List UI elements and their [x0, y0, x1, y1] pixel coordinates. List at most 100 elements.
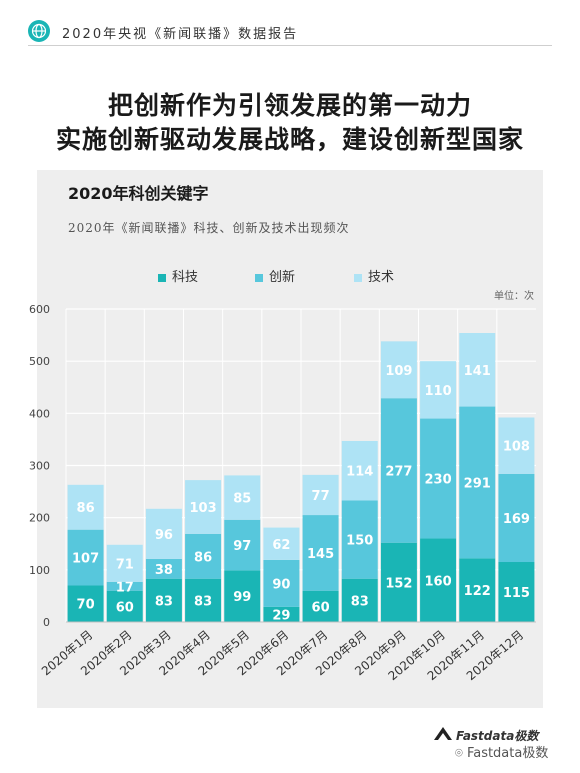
bar-segment	[459, 406, 496, 559]
bar-segment	[498, 417, 535, 474]
data-label: 122	[464, 584, 491, 599]
bar-segment	[498, 562, 535, 622]
bar-segment	[341, 440, 378, 501]
y-tick-label: 500	[29, 355, 50, 368]
bar-segment	[420, 361, 457, 419]
bar-segment	[224, 519, 261, 571]
bar-segment	[380, 341, 417, 399]
bar-segment	[106, 590, 143, 622]
data-label: 29	[272, 608, 290, 623]
y-tick-label: 600	[29, 303, 50, 316]
data-label: 160	[425, 574, 452, 589]
headline-line-1: 把创新作为引领发展的第一动力	[107, 91, 472, 120]
data-label: 70	[77, 598, 95, 613]
legend-label-keji: 科技	[172, 270, 199, 285]
legend-chuangxin: 创新	[255, 266, 295, 285]
data-label: 96	[155, 528, 173, 543]
header-title: 2020年央视《新闻联播》数据报告	[62, 27, 299, 42]
data-label: 85	[233, 492, 251, 507]
bar-segment	[302, 590, 339, 622]
bar-segment	[498, 473, 535, 563]
bar-segment	[380, 398, 417, 543]
bar-segment	[224, 570, 261, 622]
bar-segment	[341, 500, 378, 579]
bar-segment	[185, 480, 222, 534]
data-label: 60	[116, 600, 134, 615]
bar-segment	[302, 474, 339, 516]
data-label: 90	[272, 577, 290, 592]
data-label: 169	[503, 512, 530, 527]
y-tick-label: 300	[29, 460, 50, 473]
chart-title: 2020年科创关键字	[68, 184, 209, 203]
data-label: 83	[194, 594, 212, 609]
data-label: 97	[233, 539, 251, 554]
bar-segment	[420, 418, 457, 539]
bar-segment	[420, 538, 457, 622]
chart-subtitle: 2020年《新闻联播》科技、创新及技术出现频次	[68, 221, 350, 235]
legend-swatch-jishu	[354, 273, 362, 282]
data-label: 145	[307, 547, 334, 562]
data-label: 71	[116, 557, 134, 572]
bar-segment	[67, 529, 104, 586]
headline-line-2: 实施创新驱动发展战略，建设创新型国家	[55, 125, 524, 154]
data-label: 107	[72, 552, 99, 567]
bar-segment	[380, 542, 417, 622]
bar-segment	[341, 578, 378, 622]
bar-segment	[145, 578, 182, 622]
data-label: 291	[464, 476, 491, 491]
header-divider	[28, 45, 552, 46]
bar-segment	[459, 558, 496, 622]
footer-brand: Fastdata极数	[456, 729, 539, 743]
footer-wechat-name: Fastdata极数	[466, 746, 549, 761]
data-label: 230	[425, 473, 452, 488]
bar-segment	[302, 515, 339, 591]
bar-segment	[185, 578, 222, 622]
bar-segment	[145, 558, 182, 579]
data-label: 77	[312, 489, 330, 504]
data-label: 115	[503, 586, 530, 601]
fastdata-logo-icon	[434, 727, 452, 740]
data-label: 108	[503, 440, 530, 455]
y-tick-label: 200	[29, 512, 50, 525]
data-label: 38	[155, 563, 173, 578]
data-label: 62	[272, 538, 290, 553]
data-label: 110	[425, 384, 452, 399]
bar-segment	[459, 332, 496, 407]
data-label: 86	[77, 501, 95, 516]
globe-icon	[28, 20, 50, 42]
data-label: 277	[385, 464, 412, 479]
bar-segment	[185, 533, 222, 579]
data-label: 17	[116, 580, 134, 595]
y-tick-label: 100	[29, 564, 50, 577]
legend-label-chuangxin: 创新	[269, 270, 296, 285]
legend-swatch-keji	[158, 273, 166, 282]
data-label: 109	[385, 364, 412, 379]
data-label: 114	[346, 465, 373, 480]
legend-keji: 科技	[158, 266, 198, 285]
unit-label: 单位：次	[494, 291, 534, 302]
bar-segment	[67, 585, 104, 622]
data-label: 86	[194, 550, 212, 565]
data-label: 83	[155, 594, 173, 609]
y-tick-label: 0	[43, 616, 50, 629]
footer-wechat: ⌾ Fastdata极数	[455, 746, 549, 761]
data-label: 141	[464, 364, 491, 379]
legend-jishu: 技术	[354, 266, 394, 285]
data-label: 150	[346, 534, 373, 549]
bar-segment	[263, 606, 300, 622]
bar-segment	[67, 484, 104, 530]
data-label: 99	[233, 590, 251, 605]
bar-segment	[145, 508, 182, 559]
data-label: 60	[312, 600, 330, 615]
legend-label-jishu: 技术	[368, 270, 395, 285]
bar-segment	[224, 475, 261, 520]
legend-swatch-chuangxin	[255, 273, 263, 282]
y-tick-label: 400	[29, 407, 50, 420]
bar-segment	[263, 527, 300, 560]
bar-segment	[263, 559, 300, 607]
data-label: 103	[190, 501, 217, 516]
bar-segment	[106, 544, 143, 582]
bar-segment	[106, 581, 143, 591]
report-header: 2020年央视《新闻联播》数据报告	[28, 18, 552, 48]
